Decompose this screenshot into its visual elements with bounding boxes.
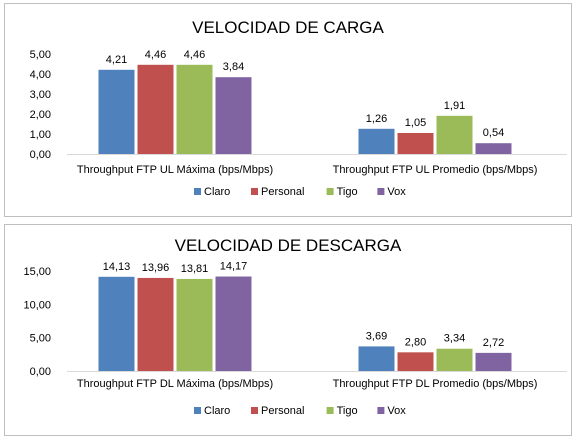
data-label: 1,26 xyxy=(366,113,387,125)
category-label: Throughput FTP UL Máxima (bps/Mbps) xyxy=(77,164,273,176)
y-tick-label: 5,00 xyxy=(30,49,51,61)
y-tick-label: 0,00 xyxy=(30,149,51,161)
y-tick-label: 10,00 xyxy=(23,299,51,311)
data-label: 3,84 xyxy=(223,61,244,73)
y-tick-label: 15,00 xyxy=(23,266,51,278)
legend-swatch-tigo xyxy=(326,407,334,414)
chart-title: VELOCIDAD DE CARGA xyxy=(192,18,384,37)
category-label: Throughput FTP DL Promedio (bps/Mbps) xyxy=(333,378,538,390)
bar-vox xyxy=(475,352,512,371)
bar-personal xyxy=(137,277,174,371)
data-label: 13,81 xyxy=(181,263,209,275)
data-label: 4,46 xyxy=(145,49,166,61)
y-tick-label: 1,00 xyxy=(30,129,51,141)
download-speed-chart: VELOCIDAD DE DESCARGA 0,00 5,00 10,00 15,00… xyxy=(23,236,567,417)
legend-label-claro: Claro xyxy=(204,405,230,417)
bar-claro xyxy=(98,276,135,371)
data-label: 4,21 xyxy=(106,54,127,66)
data-label: 0,54 xyxy=(483,127,504,139)
data-label: 1,91 xyxy=(444,100,465,112)
data-label: 2,80 xyxy=(405,336,426,348)
category-label: Throughput FTP UL Promedio (bps/Mbps) xyxy=(333,164,538,176)
data-label: 1,05 xyxy=(405,117,426,129)
bar-vox xyxy=(215,276,252,371)
bar-claro xyxy=(358,346,395,371)
upload-speed-chart-panel: VELOCIDAD DE CARGA 0,00 1,00 2,00 3,00 4,00 5… xyxy=(4,3,572,217)
y-tick-label: 3,00 xyxy=(30,89,51,101)
legend-label-personal: Personal xyxy=(261,405,304,417)
data-label: 3,34 xyxy=(444,333,465,345)
data-label: 13,96 xyxy=(142,262,170,274)
legend-label-personal: Personal xyxy=(261,186,304,198)
upload-speed-chart: VELOCIDAD DE CARGA 0,00 1,00 2,00 3,00 4,00 5… xyxy=(30,18,567,198)
data-label: 2,72 xyxy=(483,337,504,349)
data-label: 14,17 xyxy=(220,261,248,273)
legend-label-vox: Vox xyxy=(387,405,406,417)
download-speed-chart-panel: VELOCIDAD DE DESCARGA 0,00 5,00 10,00 15,00… xyxy=(4,224,572,436)
data-label: 3,69 xyxy=(366,330,387,342)
legend-label-tigo: Tigo xyxy=(337,405,358,417)
y-tick-label: 4,00 xyxy=(30,69,51,81)
legend-swatch-vox xyxy=(377,188,385,195)
y-tick-label: 2,00 xyxy=(30,109,51,121)
data-label: 14,13 xyxy=(103,261,131,273)
legend-swatch-claro xyxy=(194,188,201,195)
legend-swatch-claro xyxy=(194,407,201,414)
bar-vox xyxy=(215,77,252,154)
legend-swatch-tigo xyxy=(326,188,334,195)
bar-personal xyxy=(397,352,434,371)
legend-swatch-personal xyxy=(251,407,258,414)
bar-tigo xyxy=(176,278,213,371)
bar-tigo xyxy=(176,64,213,154)
legend-label-vox: Vox xyxy=(387,186,406,198)
bar-tigo xyxy=(436,115,473,154)
legend-label-tigo: Tigo xyxy=(337,186,358,198)
bar-vox xyxy=(475,143,512,154)
legend-swatch-vox xyxy=(377,407,385,414)
bar-claro xyxy=(98,69,135,154)
bar-claro xyxy=(358,128,395,154)
y-tick-label: 5,00 xyxy=(30,333,51,345)
bar-personal xyxy=(397,133,434,154)
data-label: 4,46 xyxy=(184,49,205,61)
chart-title: VELOCIDAD DE DESCARGA xyxy=(175,236,402,255)
bar-tigo xyxy=(436,348,473,371)
category-label: Throughput FTP DL Máxima (bps/Mbps) xyxy=(77,378,273,390)
bar-personal xyxy=(137,64,174,154)
legend-label-claro: Claro xyxy=(204,186,230,198)
y-tick-label: 0,00 xyxy=(30,366,51,378)
legend-swatch-personal xyxy=(251,188,258,195)
